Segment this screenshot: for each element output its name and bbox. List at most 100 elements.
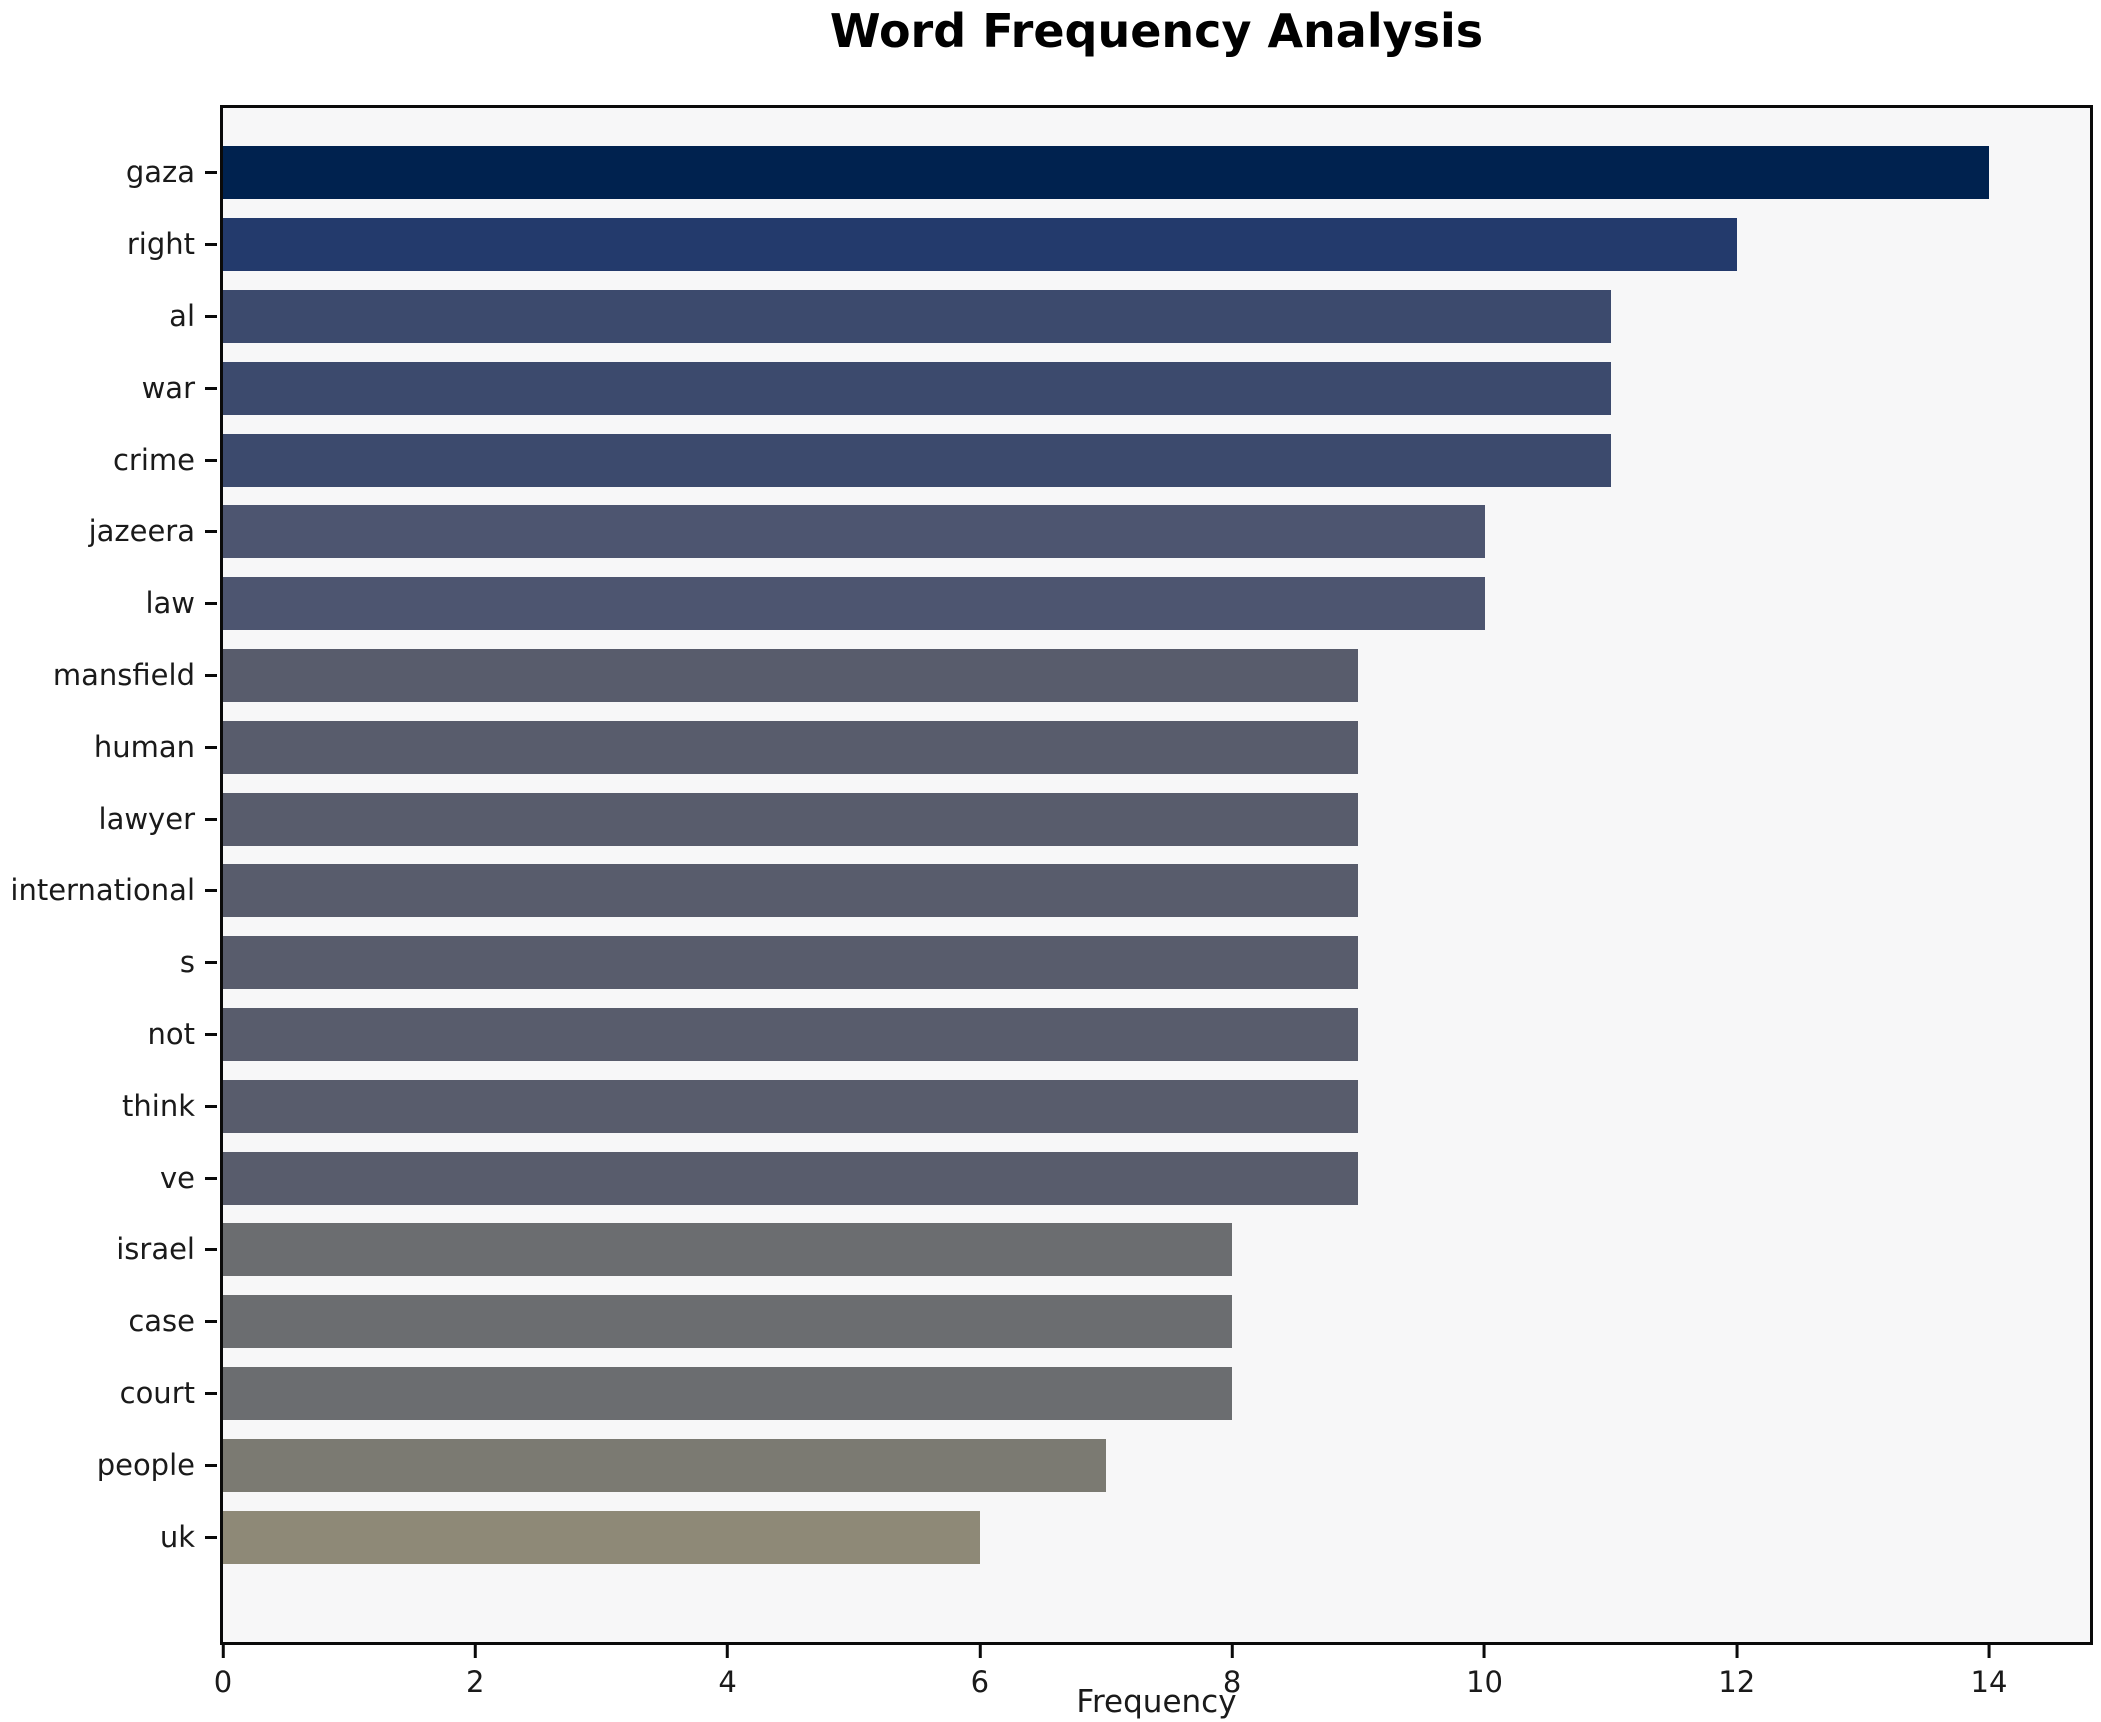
bar-track [223, 1070, 2090, 1142]
bar-track [223, 496, 2090, 568]
y-tick-label: case [128, 1304, 195, 1339]
bar-track [223, 568, 2090, 640]
bar-track [223, 209, 2090, 281]
bar [223, 1079, 1359, 1133]
x-tick-mark [1987, 1645, 1991, 1658]
bar [223, 1295, 1233, 1349]
y-tick-label: s [179, 945, 195, 980]
bar [223, 936, 1359, 990]
y-tick-label: right [126, 227, 195, 262]
y-tick-mark [205, 386, 217, 390]
x-tick-label: 0 [213, 1665, 233, 1699]
y-tick-label: israel [116, 1232, 195, 1267]
bar [223, 577, 1485, 631]
bar [223, 361, 1611, 415]
chart-row: crime [0, 424, 2090, 496]
bar-track [223, 1142, 2090, 1214]
x-tick-mark [1735, 1645, 1739, 1658]
y-tick-mark [205, 1176, 217, 1180]
y-tick-mark [205, 817, 217, 821]
x-tick-label: 10 [1466, 1665, 1503, 1699]
bar [223, 1510, 980, 1564]
x-tick-label: 6 [970, 1665, 990, 1699]
x-axis-ticks: 0 2 4 6 8 10 12 14 [214, 1645, 2090, 1722]
x-tick-mark [978, 1645, 982, 1658]
y-tick-mark [205, 530, 217, 534]
y-tick-label: ve [159, 1160, 195, 1195]
bar-track [223, 424, 2090, 496]
chart-row: right [0, 209, 2090, 281]
bar-track [223, 855, 2090, 927]
bar [223, 1223, 1233, 1277]
y-tick-label: crime [112, 442, 195, 477]
chart-row: case [0, 1286, 2090, 1358]
bar [223, 433, 1611, 487]
bar [223, 1438, 1107, 1492]
bar [223, 1007, 1359, 1061]
bar [223, 1366, 1233, 1420]
x-tick-label: 14 [1970, 1665, 2008, 1699]
y-tick-label: lawyer [98, 801, 195, 836]
chart-row: jazeera [0, 496, 2090, 568]
bar [223, 289, 1611, 343]
x-tick-mark [221, 1645, 225, 1658]
x-tick-label: 8 [1222, 1665, 1242, 1699]
x-tick-mark [1483, 1645, 1487, 1658]
bar [223, 792, 1359, 846]
bar-track [223, 352, 2090, 424]
y-tick-label: law [145, 586, 195, 621]
chart-row: al [0, 281, 2090, 353]
chart-row: not [0, 999, 2090, 1071]
bar-track [223, 1358, 2090, 1430]
chart-row: human [0, 711, 2090, 783]
y-tick-mark [205, 889, 217, 893]
bar-track [223, 1429, 2090, 1501]
x-tick: 8 [1223, 1645, 1241, 1699]
y-tick-mark [205, 1032, 217, 1036]
y-tick-mark [205, 314, 217, 318]
x-tick: 0 [214, 1645, 232, 1699]
bar-track [223, 281, 2090, 353]
y-tick-mark [205, 458, 217, 462]
chart-row: international [0, 855, 2090, 927]
chart-row: s [0, 927, 2090, 999]
y-tick-label: think [122, 1088, 195, 1123]
x-tick: 4 [718, 1645, 737, 1699]
bar [223, 218, 1737, 272]
y-tick-mark [205, 602, 217, 606]
bar [223, 505, 1485, 559]
chart-row: mansfield [0, 640, 2090, 712]
chart-row: law [0, 568, 2090, 640]
chart-row: think [0, 1070, 2090, 1142]
x-tick-label: 4 [718, 1665, 737, 1699]
y-tick-mark [205, 1535, 217, 1539]
y-tick-label: people [96, 1447, 195, 1482]
chart-row: people [0, 1429, 2090, 1501]
y-tick-mark [205, 673, 217, 677]
x-tick-label: 2 [465, 1665, 485, 1699]
y-tick-mark [205, 1320, 217, 1324]
x-tick: 10 [1466, 1645, 1503, 1699]
bar-track [223, 1501, 2090, 1573]
chart-row: lawyer [0, 783, 2090, 855]
y-tick-mark [205, 961, 217, 965]
bar-track [223, 999, 2090, 1071]
bar-track [223, 1286, 2090, 1358]
y-tick-label: al [169, 298, 195, 333]
bar-track [223, 927, 2090, 999]
bar-track [223, 783, 2090, 855]
bar-track [223, 137, 2090, 209]
y-tick-label: gaza [125, 155, 195, 190]
y-tick-label: mansfield [52, 657, 195, 692]
y-tick-mark [205, 1391, 217, 1395]
chart-row: ve [0, 1142, 2090, 1214]
chart-title: Word Frequency Analysis [829, 4, 1484, 58]
x-tick-mark [726, 1645, 730, 1658]
chart-row: gaza [0, 137, 2090, 209]
rows: gaza right al war crime jazeera [0, 105, 2090, 1645]
y-tick-mark [205, 745, 217, 749]
x-tick-mark [1230, 1645, 1234, 1658]
y-tick-label: war [141, 370, 195, 405]
chart-row: court [0, 1358, 2090, 1430]
